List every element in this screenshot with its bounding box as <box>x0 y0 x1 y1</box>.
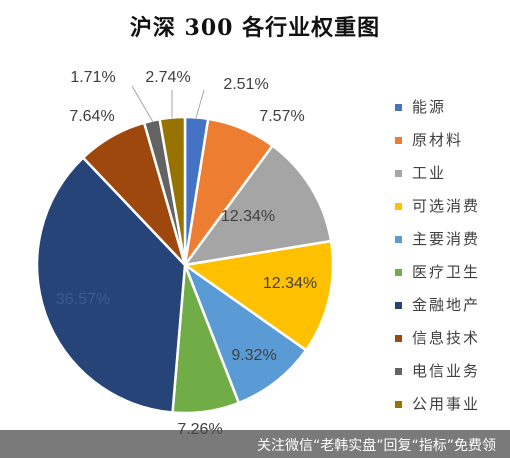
legend-swatch <box>395 170 402 177</box>
data-label-7: 36.57% <box>56 291 110 308</box>
watermark-bar: 关注微信“老韩实盘”回复“指标”免费领 <box>0 430 510 458</box>
legend-swatch <box>395 368 402 375</box>
legend-swatch <box>395 269 402 276</box>
data-label-2: 7.57% <box>259 108 304 125</box>
legend-swatch <box>395 236 402 243</box>
pie-slice-7 <box>35 155 187 414</box>
legend-swatch <box>395 104 402 111</box>
legend-swatch <box>395 302 402 309</box>
data-label-4: 12.34% <box>263 275 317 292</box>
leader-line-1 <box>195 89 205 119</box>
legend-label: 能源 <box>412 98 447 116</box>
legend-swatch <box>395 203 402 210</box>
pie-slice-4 <box>181 239 335 352</box>
legend-label: 主要消费 <box>412 230 481 248</box>
data-label-9: 1.71% <box>70 69 115 86</box>
legend-label: 可选消费 <box>412 197 481 215</box>
data-label-8: 7.64% <box>69 108 114 125</box>
data-label-5: 9.32% <box>231 347 276 364</box>
legend-label: 原材料 <box>412 131 464 149</box>
data-label-10: 2.74% <box>145 69 190 86</box>
legend-label: 电信业务 <box>412 362 481 380</box>
watermark-text: 关注微信“老韩实盘”回复“指标”免费领 <box>256 438 496 454</box>
data-label-3: 12.34% <box>221 208 275 225</box>
legend-swatch <box>395 401 402 408</box>
chart-title: 沪深 300 各行业权重图 <box>129 15 381 41</box>
legend-label: 信息技术 <box>412 329 481 347</box>
legend-label: 工业 <box>412 164 447 182</box>
pie-slice-3 <box>182 143 333 267</box>
legend-label: 医疗卫生 <box>412 263 481 281</box>
legend-label: 金融地产 <box>412 296 481 314</box>
leader-line-9 <box>131 85 154 123</box>
legend-swatch <box>395 137 402 144</box>
legend-label: 公用事业 <box>412 395 481 413</box>
pie-slice-5 <box>182 261 308 405</box>
data-label-1: 2.51% <box>223 76 268 93</box>
legend-swatch <box>395 335 402 342</box>
